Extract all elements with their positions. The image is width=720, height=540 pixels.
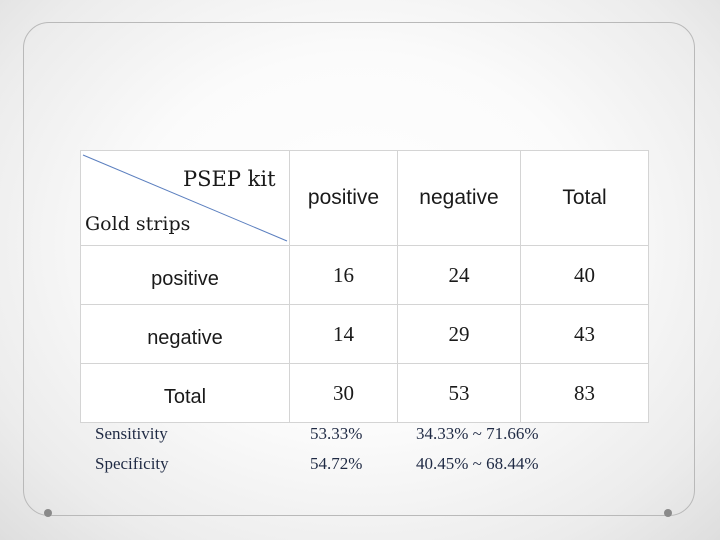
table-cell: 43 (520, 304, 649, 364)
table-header-row: PSEP kit Gold strips positive negative T… (80, 150, 649, 246)
row-label-total: Total (80, 363, 290, 423)
table-cell: 29 (397, 304, 521, 364)
sensitivity-label: Sensitivity (95, 424, 168, 443)
column-header-positive: positive (289, 150, 398, 246)
bullet-dot-icon (44, 509, 52, 517)
table-cell: 30 (289, 363, 398, 423)
column-group-label: PSEP kit (183, 167, 276, 191)
column-header-negative: negative (397, 150, 521, 246)
table-row: Total 30 53 83 (80, 363, 649, 423)
table-cell: 24 (397, 245, 521, 305)
table-cell: 53 (397, 363, 521, 423)
contingency-table: PSEP kit Gold strips positive negative T… (80, 150, 649, 423)
corner-cell: PSEP kit Gold strips (80, 150, 290, 246)
column-header-total: Total (520, 150, 649, 246)
table-cell: 16 (289, 245, 398, 305)
row-label-negative: negative (80, 304, 290, 364)
sensitivity-confidence-interval: 34.33% ~ 71.66% (416, 424, 539, 443)
table-cell: 40 (520, 245, 649, 305)
row-group-label: Gold strips (85, 213, 191, 235)
table-row: negative 14 29 43 (80, 304, 649, 364)
specificity-confidence-interval: 40.45% ~ 68.44% (416, 454, 539, 473)
slide-frame (23, 22, 695, 516)
sensitivity-value: 53.33% (310, 424, 363, 443)
bullet-dot-icon (664, 509, 672, 517)
table-cell: 14 (289, 304, 398, 364)
table-cell: 83 (520, 363, 649, 423)
specificity-label: Specificity (95, 454, 169, 473)
diagonal-divider (82, 154, 288, 242)
row-label-positive: positive (80, 245, 290, 305)
specificity-value: 54.72% (310, 454, 363, 473)
table-row: positive 16 24 40 (80, 245, 649, 305)
